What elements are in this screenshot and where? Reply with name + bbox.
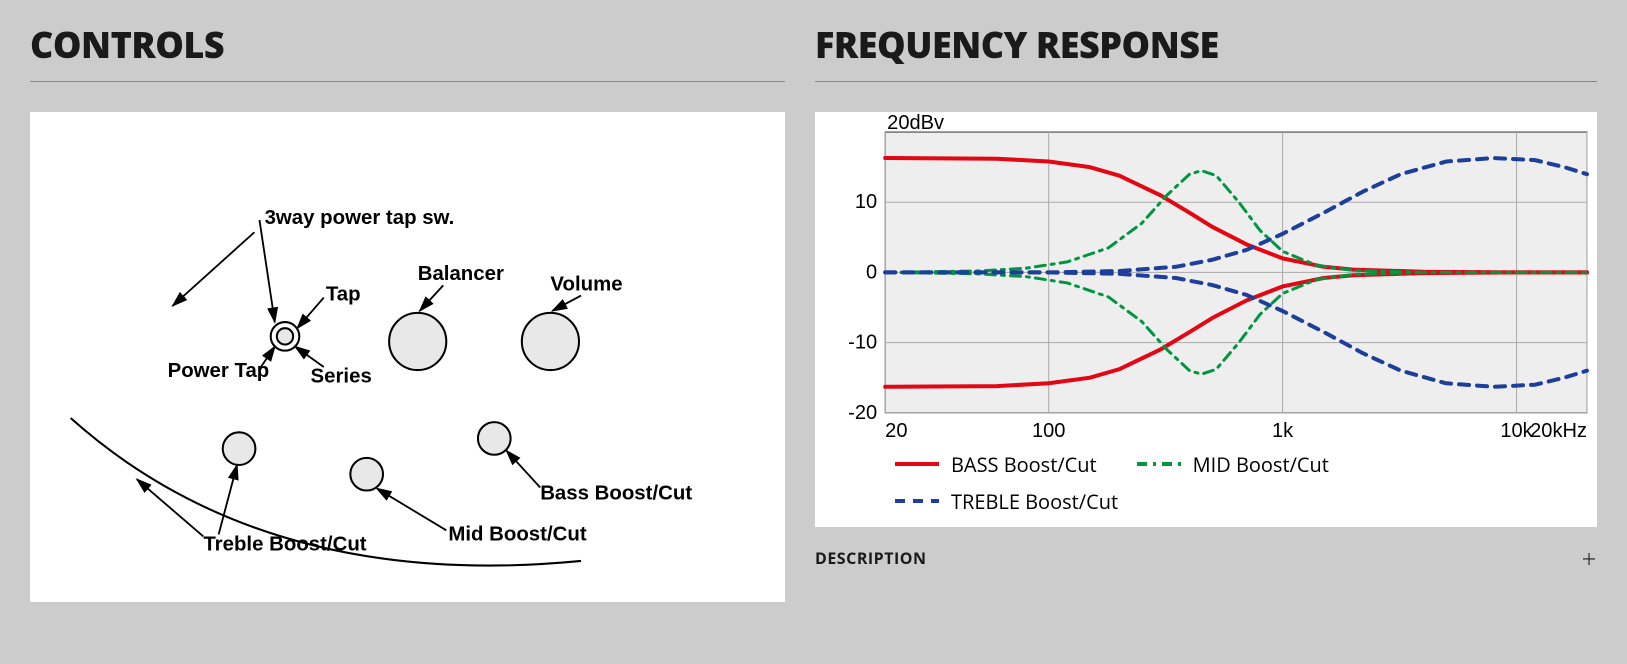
frequency-title: FREQUENCY RESPONSE xyxy=(815,20,1597,69)
svg-text:10k: 10k xyxy=(1500,420,1533,442)
frequency-panel: FREQUENCY RESPONSE 20dBv100-10-20201001k… xyxy=(815,20,1597,602)
svg-text:Mid Boost/Cut: Mid Boost/Cut xyxy=(448,524,586,546)
legend-label: TREBLE Boost/Cut xyxy=(951,488,1118,515)
svg-text:0: 0 xyxy=(866,261,877,283)
svg-text:3way power tap sw.: 3way power tap sw. xyxy=(265,207,455,229)
frequency-chart: 20dBv100-10-20201001k10k20kHz xyxy=(815,112,1597,443)
expand-icon[interactable]: + xyxy=(1582,545,1597,571)
legend-swatch xyxy=(895,499,939,503)
controls-panel: CONTROLS 3way power tap sw. Tap Power Tap S… xyxy=(30,20,785,602)
svg-text:20dBv: 20dBv xyxy=(887,112,944,134)
legend-item: TREBLE Boost/Cut xyxy=(895,488,1118,515)
controls-title: CONTROLS xyxy=(30,20,785,69)
svg-text:100: 100 xyxy=(1032,420,1065,442)
legend-swatch xyxy=(895,462,939,466)
description-label: DESCRIPTION xyxy=(815,547,927,569)
legend-item: BASS Boost/Cut xyxy=(895,451,1097,478)
legend-swatch xyxy=(1137,462,1181,466)
svg-text:Bass Boost/Cut: Bass Boost/Cut xyxy=(540,483,692,505)
svg-text:-10: -10 xyxy=(848,332,877,354)
svg-text:1k: 1k xyxy=(1272,420,1294,442)
svg-text:-20: -20 xyxy=(848,402,877,424)
svg-text:Treble Boost/Cut: Treble Boost/Cut xyxy=(203,534,366,556)
svg-text:20: 20 xyxy=(885,420,907,442)
svg-text:Volume: Volume xyxy=(550,273,622,295)
legend-label: BASS Boost/Cut xyxy=(951,451,1097,478)
controls-diagram: 3way power tap sw. Tap Power Tap Series Bala… xyxy=(40,122,775,592)
controls-diagram-box: 3way power tap sw. Tap Power Tap Series Bala… xyxy=(30,112,785,602)
svg-text:10: 10 xyxy=(855,191,877,213)
svg-text:Balancer: Balancer xyxy=(418,263,504,285)
chart-legend: BASS Boost/Cut MID Boost/Cut TREBLE Boost/… xyxy=(815,443,1597,527)
divider xyxy=(30,81,785,82)
frequency-box: 20dBv100-10-20201001k10k20kHz BASS Boost… xyxy=(815,112,1597,527)
divider xyxy=(815,81,1597,82)
legend-item: MID Boost/Cut xyxy=(1137,451,1329,478)
legend-label: MID Boost/Cut xyxy=(1193,451,1329,478)
description-row[interactable]: DESCRIPTION + xyxy=(815,545,1597,571)
svg-text:Tap: Tap xyxy=(326,284,361,306)
svg-text:Series: Series xyxy=(311,365,372,387)
svg-text:Power Tap: Power Tap xyxy=(168,360,270,382)
svg-text:20kHz: 20kHz xyxy=(1530,420,1587,442)
